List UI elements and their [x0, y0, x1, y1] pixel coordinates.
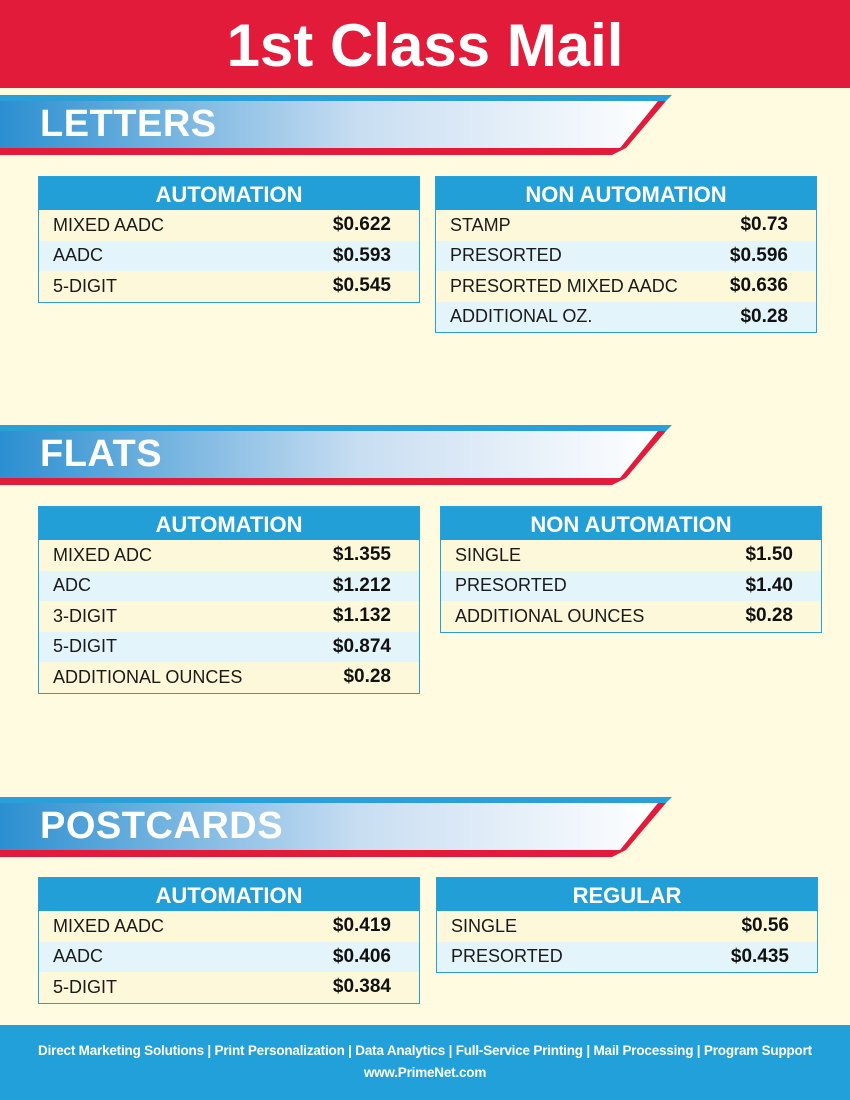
rate-label: MIXED AADC [53, 214, 165, 235]
table-row: ADDITIONAL OZ. $0.28 [436, 301, 816, 332]
rate-price: $0.545 [332, 275, 391, 297]
table-row: SINGLE $0.56 [437, 911, 817, 942]
rate-label: PRESORTED [450, 245, 562, 266]
rate-label: PRESORTED MIXED AADC [450, 275, 678, 296]
rate-price: $0.435 [730, 945, 789, 967]
rate-price: $1.40 [745, 574, 793, 596]
table-header: REGULAR [437, 878, 817, 911]
section-banner-letters: LETTERS [0, 95, 680, 157]
rate-label: ADDITIONAL OUNCES [455, 605, 645, 626]
rate-price: $1.132 [332, 605, 391, 627]
rate-price: $0.622 [332, 214, 391, 236]
rate-label: AADC [53, 946, 104, 967]
rate-price: $0.406 [332, 945, 391, 967]
rate-price: $0.419 [332, 915, 391, 937]
section-title: LETTERS [40, 103, 217, 145]
banner-shape [0, 95, 672, 155]
rate-price: $0.636 [729, 275, 788, 297]
rate-label: MIXED AADC [53, 915, 165, 936]
rate-label: SINGLE [455, 544, 522, 565]
table-header: AUTOMATION [39, 878, 419, 911]
banner-shape [0, 425, 672, 485]
rate-label: SINGLE [451, 915, 518, 936]
table-header: NON AUTOMATION [436, 177, 816, 210]
rate-label: STAMP [450, 214, 511, 235]
rate-table-automation: AUTOMATION MIXED AADC $0.419 AADC $0.406 5-DI… [38, 877, 420, 1004]
rate-price: $1.212 [332, 574, 391, 596]
table-row: 5-DIGIT $0.384 [39, 972, 419, 1003]
table-row: PRESORTED $1.40 [441, 570, 821, 601]
table-row: ADDITIONAL OUNCES $0.28 [39, 662, 419, 693]
section-banner-flats: FLATS [0, 425, 680, 487]
rate-label: ADDITIONAL OZ. [450, 306, 593, 327]
rate-label: 3-DIGIT [53, 605, 118, 626]
section-title: POSTCARDS [40, 805, 284, 847]
rate-price: $0.28 [343, 666, 391, 688]
table-row: MIXED AADC $0.419 [39, 911, 419, 942]
banner-shape [0, 797, 672, 857]
rate-label: 5-DIGIT [53, 976, 118, 997]
rate-label: MIXED ADC [53, 544, 153, 565]
table-row: 5-DIGIT $0.874 [39, 631, 419, 662]
rate-price: $0.73 [740, 214, 788, 236]
rate-table-automation: AUTOMATION MIXED ADC $1.355 ADC $1.212 3-DIGI… [38, 506, 420, 694]
table-row: PRESORTED $0.596 [436, 240, 816, 271]
table-row: AADC $0.593 [39, 240, 419, 271]
page-title: 1st Class Mail [0, 0, 850, 88]
rate-label: PRESORTED [455, 575, 567, 596]
table-row: 3-DIGIT $1.132 [39, 601, 419, 632]
footer: Direct Marketing Solutions | Print Perso… [0, 1025, 850, 1100]
table-header: NON AUTOMATION [441, 507, 821, 540]
rate-label: PRESORTED [451, 946, 563, 967]
table-row: SINGLE $1.50 [441, 540, 821, 571]
table-row: ADDITIONAL OUNCES $0.28 [441, 601, 821, 632]
rate-table-regular: REGULAR SINGLE $0.56 PRESORTED $0.435 [436, 877, 818, 973]
table-row: STAMP $0.73 [436, 210, 816, 241]
table-row: MIXED AADC $0.622 [39, 210, 419, 241]
rate-table-automation: AUTOMATION MIXED AADC $0.622 AADC $0.593 5-DI… [38, 176, 420, 303]
rate-label: ADC [53, 575, 92, 596]
rate-price: $0.874 [332, 635, 391, 657]
table-row: 5-DIGIT $0.545 [39, 271, 419, 302]
table-header: AUTOMATION [39, 177, 419, 210]
rate-price: $0.384 [332, 976, 391, 998]
rate-label: 5-DIGIT [53, 275, 118, 296]
rate-price: $0.56 [741, 915, 789, 937]
rate-price: $0.593 [332, 244, 391, 266]
table-row: AADC $0.406 [39, 941, 419, 972]
footer-services: Direct Marketing Solutions | Print Perso… [38, 1043, 812, 1058]
section-banner-postcards: POSTCARDS [0, 797, 680, 859]
table-row: MIXED ADC $1.355 [39, 540, 419, 571]
rate-label: 5-DIGIT [53, 636, 118, 657]
rate-price: $1.355 [332, 544, 391, 566]
footer-website[interactable]: www.PrimeNet.com [363, 1065, 487, 1080]
table-row: ADC $1.212 [39, 570, 419, 601]
rate-label: AADC [53, 245, 104, 266]
rate-price: $0.28 [740, 305, 788, 327]
rate-price: $1.50 [745, 544, 793, 566]
rate-price: $0.596 [729, 244, 788, 266]
table-row: PRESORTED MIXED AADC $0.636 [436, 271, 816, 302]
table-row: PRESORTED $0.435 [437, 941, 817, 972]
rate-label: ADDITIONAL OUNCES [53, 666, 243, 687]
section-title: FLATS [40, 433, 163, 475]
rate-table-non-automation: NON AUTOMATION STAMP $0.73 PRESORTED $0.596 P… [435, 176, 817, 333]
rate-table-non-automation: NON AUTOMATION SINGLE $1.50 PRESORTED $1.40 A… [440, 506, 822, 633]
table-header: AUTOMATION [39, 507, 419, 540]
rate-price: $0.28 [745, 605, 793, 627]
